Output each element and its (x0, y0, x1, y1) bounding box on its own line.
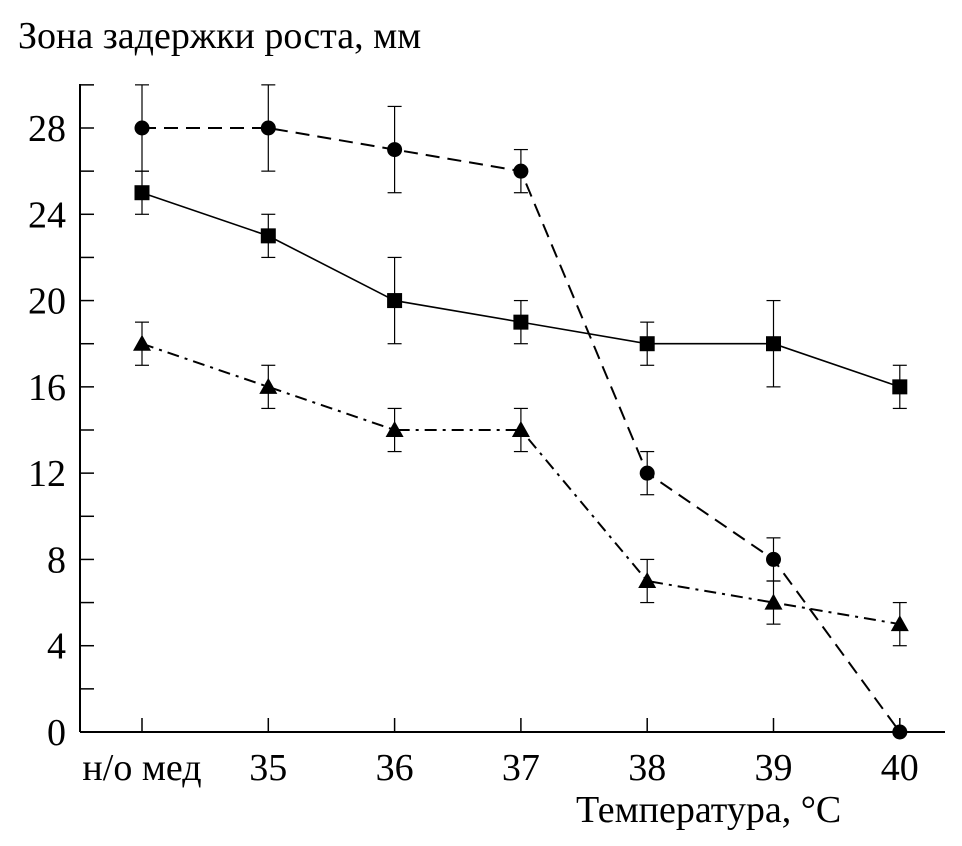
y-tick-label: 28 (28, 108, 66, 150)
data-point-square (134, 185, 150, 201)
data-point-triangle (259, 377, 278, 394)
x-axis-label: Температура, °C (576, 789, 842, 831)
data-point-square (260, 228, 276, 244)
data-point-square (639, 336, 655, 352)
data-point-triangle (890, 615, 909, 632)
data-point-square (892, 379, 908, 395)
data-point-circle (513, 163, 529, 179)
data-point-circle (892, 724, 908, 740)
y-tick-label: 8 (47, 539, 66, 581)
data-point-triangle (764, 593, 783, 610)
y-axis-label: Зона задержки роста, мм (18, 15, 422, 57)
y-tick-label: 0 (47, 712, 66, 754)
data-point-circle (260, 120, 276, 136)
data-point-square (387, 293, 403, 309)
data-point-square (513, 314, 529, 330)
data-point-triangle (638, 572, 657, 588)
data-point-circle (639, 465, 655, 481)
x-tick-label: 36 (376, 747, 414, 789)
y-tick-label: 4 (47, 626, 66, 668)
data-point-triangle (133, 334, 151, 351)
x-tick-label: 39 (755, 747, 793, 789)
data-point-square (766, 336, 781, 352)
series-line-triangle (141, 342, 900, 626)
y-tick-label: 24 (28, 194, 66, 236)
data-point-circle (766, 551, 781, 567)
x-tick-label: 38 (628, 747, 666, 789)
x-tick-label: 40 (881, 747, 919, 789)
x-tick-label: 35 (249, 747, 287, 789)
x-tick-label: 37 (502, 747, 540, 789)
data-point-triangle (385, 421, 404, 437)
x-tick-label: н/о мед (82, 747, 201, 789)
series-line-square (141, 191, 901, 388)
data-point-circle (134, 120, 150, 136)
data-point-circle (387, 142, 403, 158)
data-point-triangle (511, 421, 530, 437)
y-tick-label: 20 (28, 281, 66, 323)
y-tick-label: 16 (28, 367, 66, 409)
y-tick-label: 12 (28, 453, 66, 495)
